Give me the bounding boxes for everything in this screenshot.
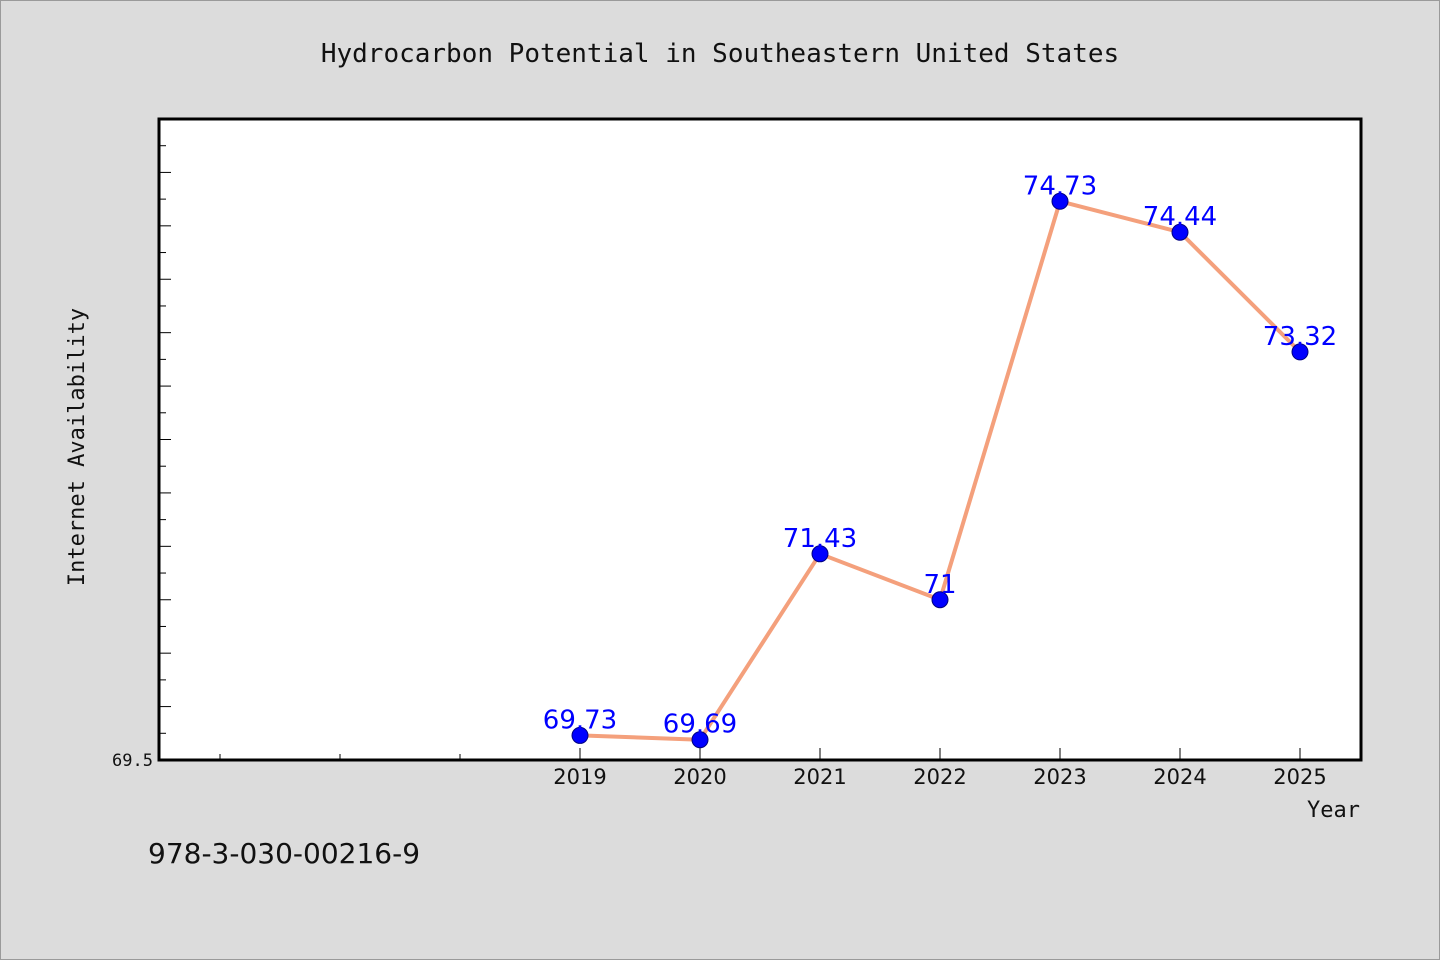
y-axis-label: Internet Availability [65, 308, 90, 586]
data-point [1291, 343, 1309, 361]
data-point [931, 591, 949, 609]
data-point [811, 545, 829, 563]
data-label: 74.73 [1023, 171, 1097, 201]
data-label: 71 [923, 570, 956, 600]
data-label: 74.44 [1143, 202, 1217, 232]
y-axis-ticks: 69.5 [112, 118, 171, 771]
x-tick-label: 2024 [1153, 765, 1206, 789]
x-axis-ticks: 2019 2020 2021 2022 2023 2024 2025 [219, 748, 1327, 789]
series-group: 69.73 69.69 71.43 71 74.73 74.44 73.32 [543, 171, 1337, 749]
x-tick-label: 2022 [913, 765, 966, 789]
data-point [691, 731, 709, 749]
chart-title: Hydrocarbon Potential in Southeastern Un… [321, 39, 1119, 69]
data-point [571, 726, 589, 744]
data-point [1171, 223, 1189, 241]
x-tick-label: 2023 [1033, 765, 1086, 789]
data-label: 71.43 [783, 524, 857, 554]
x-tick-label: 2019 [553, 765, 606, 789]
data-label: 73.32 [1263, 322, 1337, 352]
data-label: 69.73 [543, 705, 617, 735]
x-tick-label: 2020 [673, 765, 726, 789]
isbn-text: 978-3-030-00216-9 [148, 837, 420, 870]
data-label: 69.69 [663, 710, 737, 740]
x-tick-label: 2025 [1273, 765, 1326, 789]
y-tick-label: 69.5 [112, 751, 153, 771]
x-tick-label: 2021 [793, 765, 846, 789]
x-axis-label: Year [1307, 798, 1360, 823]
data-point [1051, 192, 1069, 210]
